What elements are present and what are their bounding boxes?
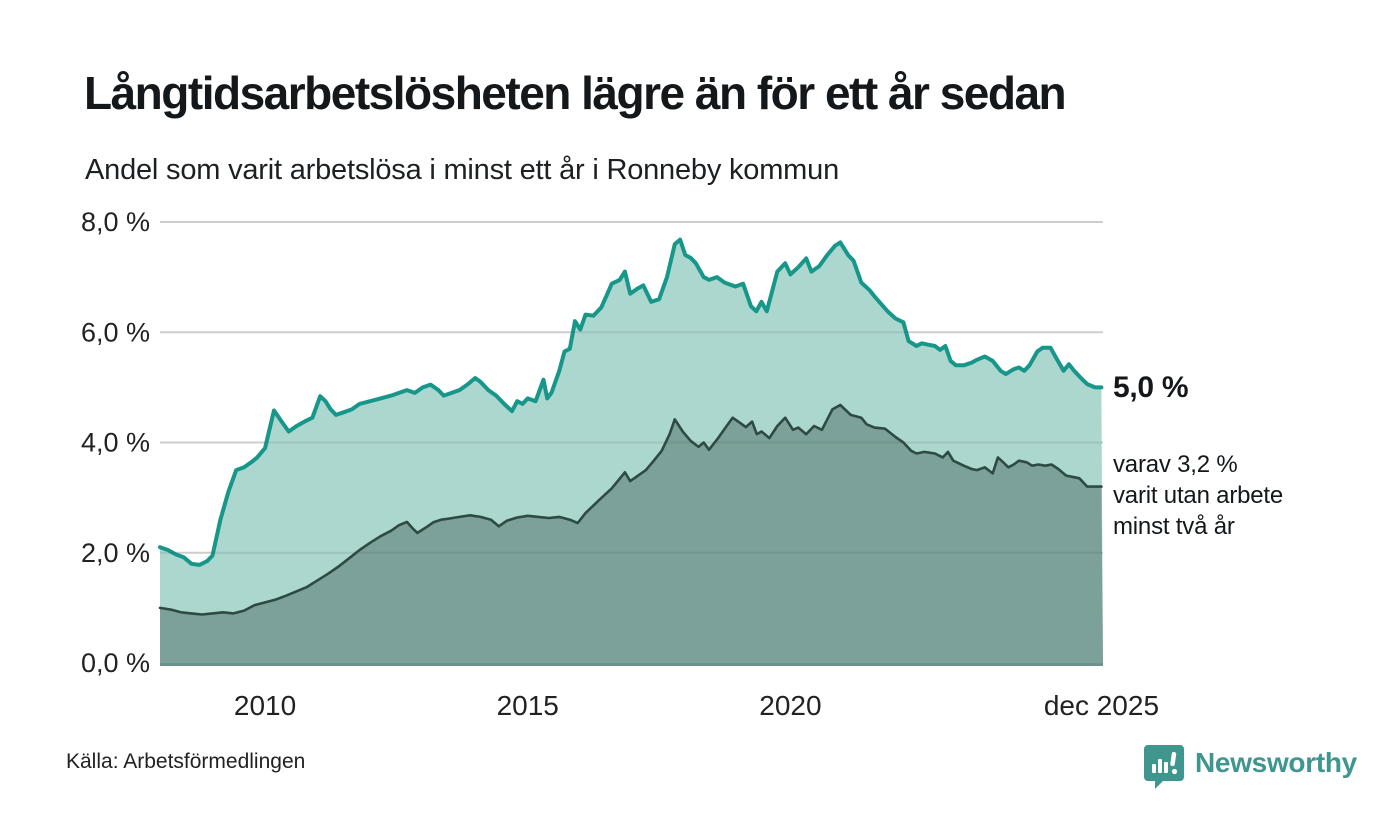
y-tick-label: 2,0 % xyxy=(81,538,150,568)
x-tick-label: 2010 xyxy=(234,690,296,721)
y-tick-label: 6,0 % xyxy=(81,317,150,347)
latest-value-annotation: 5,0 % xyxy=(1113,371,1189,404)
x-tick-label: 2020 xyxy=(759,690,821,721)
series-line-2year xyxy=(158,403,1103,616)
newsworthy-logo-icon xyxy=(1144,745,1184,789)
series-line-1year xyxy=(158,237,1104,567)
x-tick-label: dec 2025 xyxy=(1044,690,1159,721)
source-credit: Källa: Arbetsförmedlingen xyxy=(66,750,306,773)
detail-annotation-line: varav 3,2 % xyxy=(1113,451,1238,478)
x-tick-label: 2015 xyxy=(497,690,559,721)
chart-subtitle: Andel som varit arbetslösa i minst ett å… xyxy=(85,154,839,186)
detail-annotation: varav 3,2 % varit utan arbete minst två … xyxy=(1113,449,1283,542)
newsworthy-logo-text: Newsworthy xyxy=(1195,747,1357,778)
y-tick-label: 8,0 % xyxy=(81,207,150,237)
y-tick-label: 0,0 % xyxy=(81,648,150,678)
series-area-2year xyxy=(160,405,1103,663)
detail-annotation-line: minst två år xyxy=(1113,513,1235,540)
newsworthy-logo: Newsworthy xyxy=(1143,742,1357,792)
y-tick-label: 4,0 % xyxy=(81,428,150,458)
detail-annotation-line: varit utan arbete xyxy=(1113,482,1284,509)
page-title: Långtidsarbetslösheten lägre än för ett … xyxy=(84,67,1067,119)
